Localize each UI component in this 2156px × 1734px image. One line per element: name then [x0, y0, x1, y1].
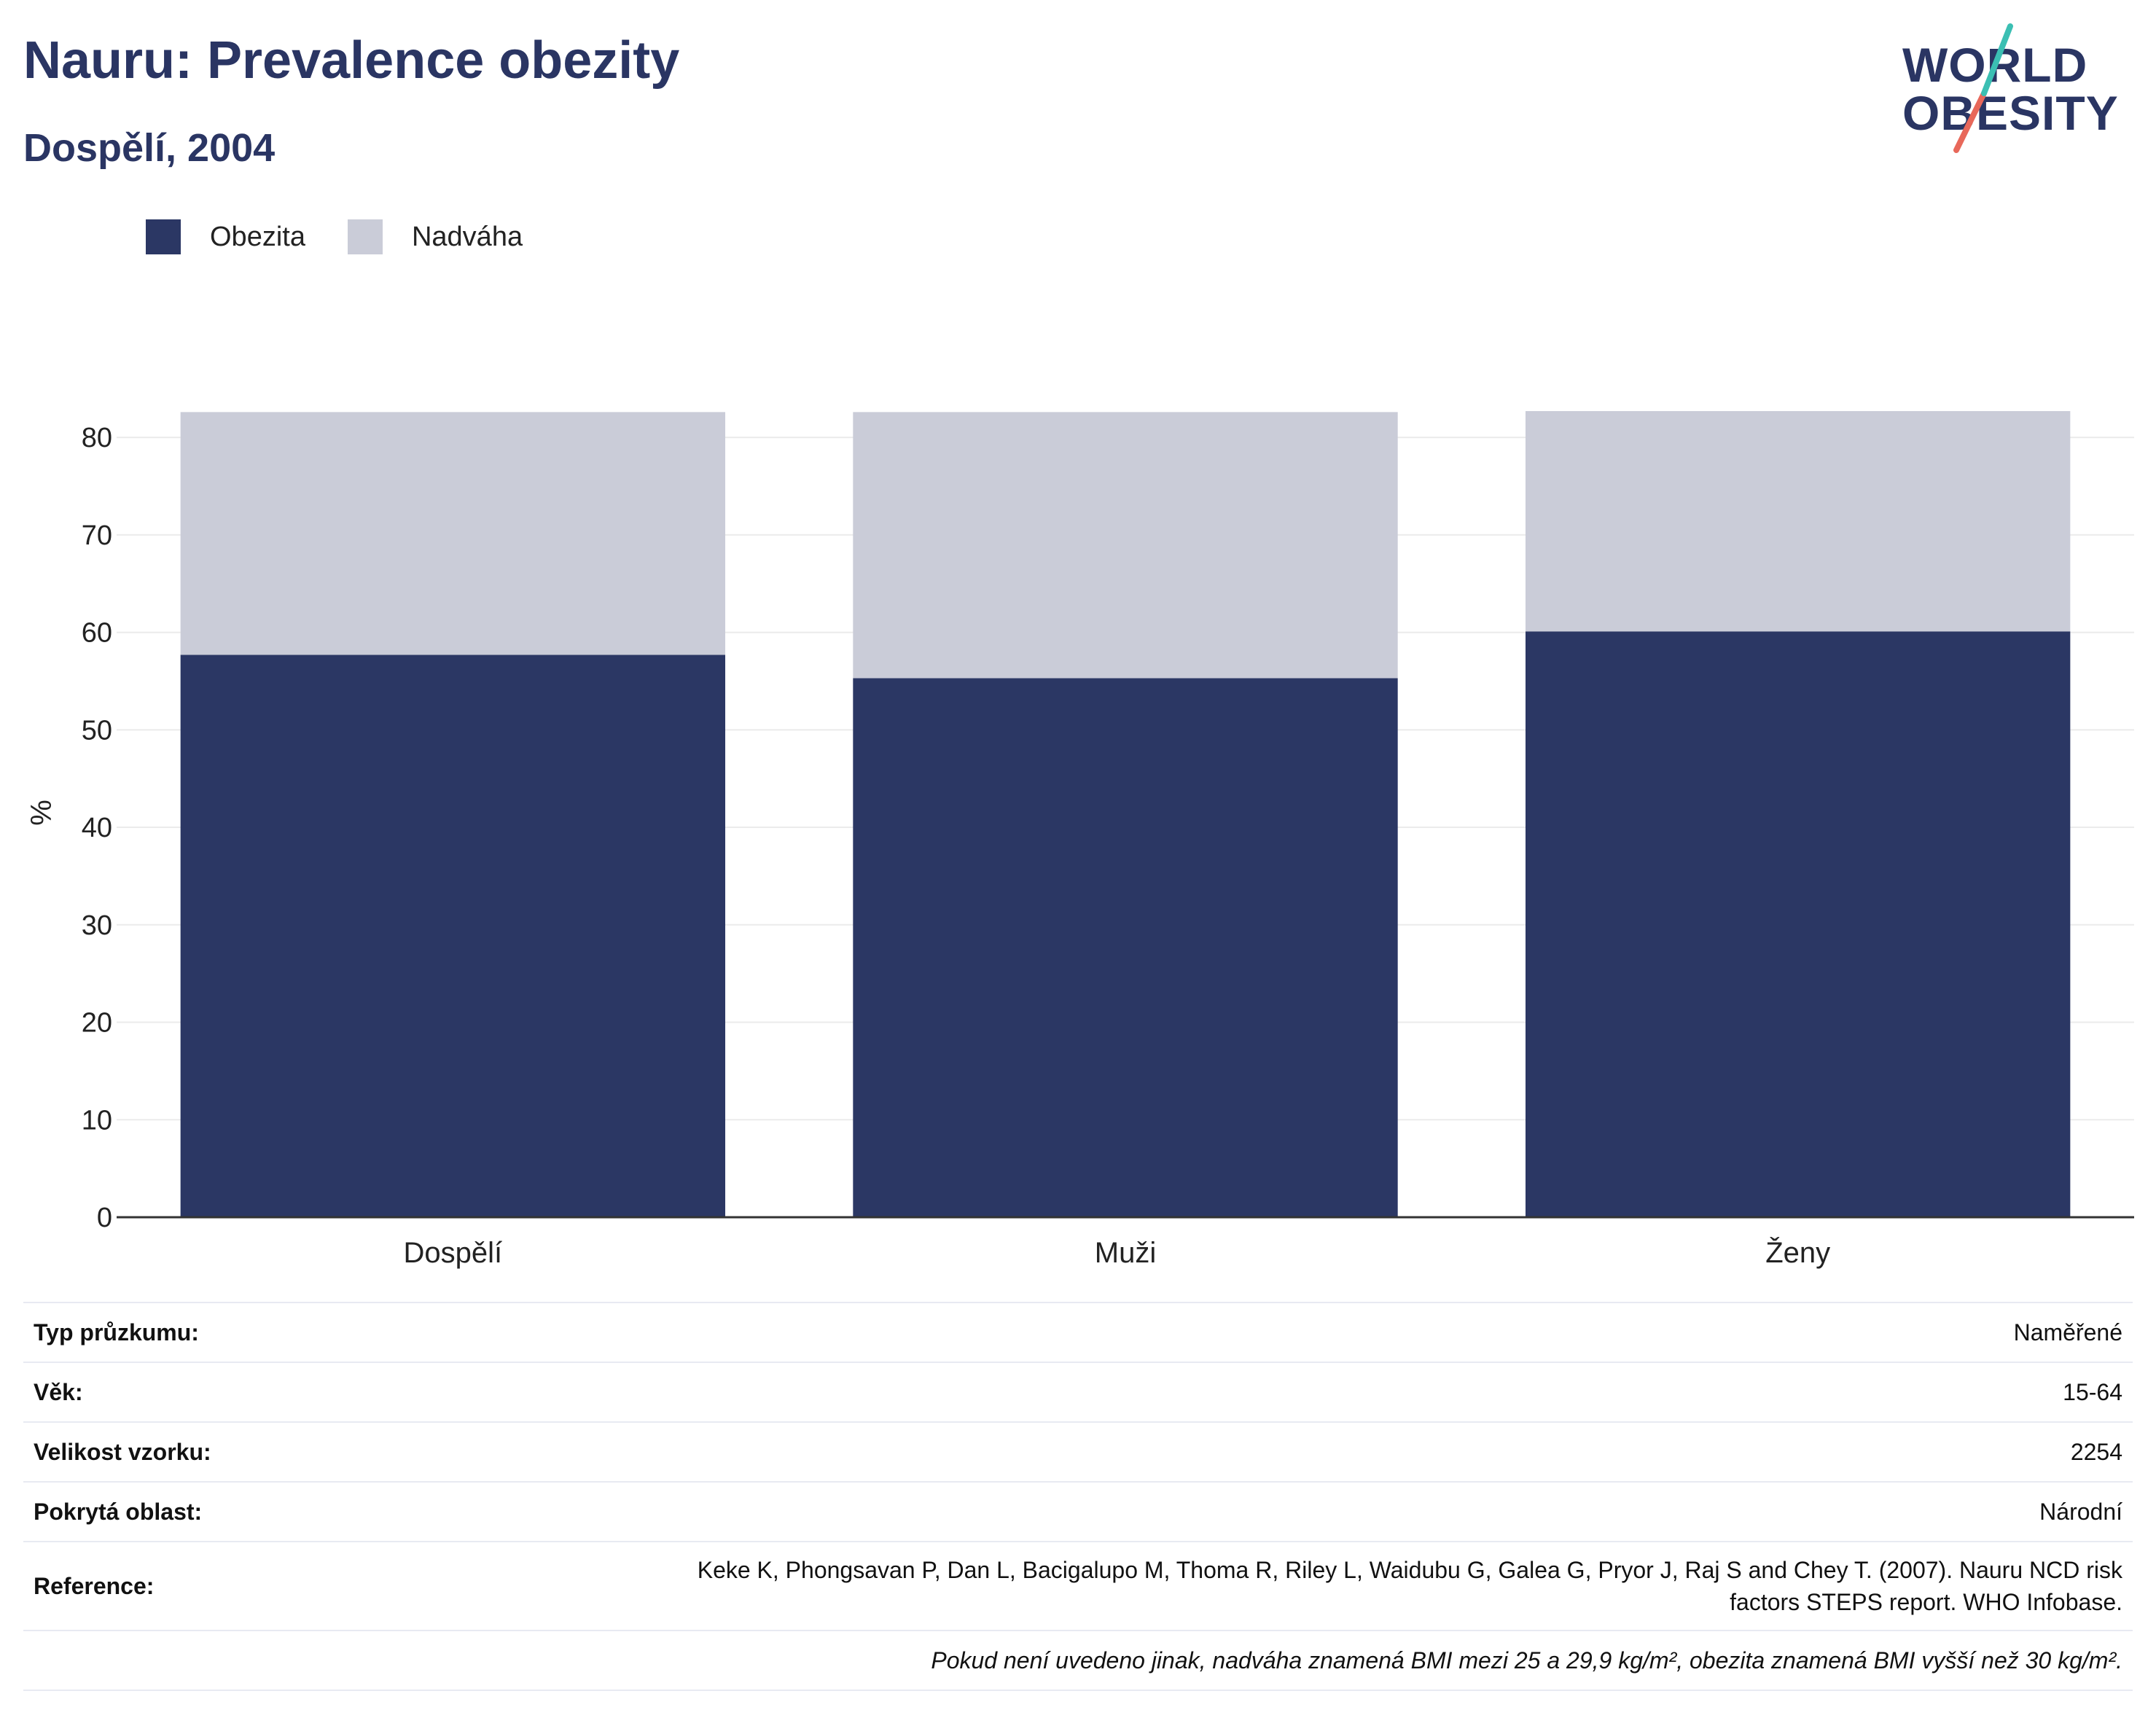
bar-obezita-3	[1525, 631, 2071, 1217]
info-key: Věk:	[23, 1362, 554, 1422]
x-tick-label: Dospělí	[404, 1237, 503, 1269]
bar-obezita-2	[853, 678, 1398, 1217]
y-tick-label: 60	[82, 618, 112, 649]
info-value: Národní	[554, 1481, 2133, 1542]
definition-note: Pokud není uvedeno jinak, nadváha znamen…	[23, 1630, 2133, 1691]
info-row-sample-size: Velikost vzorku: 2254	[23, 1421, 2133, 1482]
y-tick-label: 0	[97, 1203, 112, 1233]
y-axis-title: %	[26, 800, 58, 826]
info-key: Typ průzkumu:	[23, 1302, 554, 1362]
bar-nadváha-1	[180, 412, 726, 655]
legend-label-nadvaha: Nadváha	[411, 221, 523, 252]
info-row-age: Věk: 15-64	[23, 1362, 2133, 1422]
y-tick-label: 30	[82, 910, 112, 941]
logo-slash-icon	[1953, 23, 2013, 153]
y-tick-label: 40	[82, 813, 112, 843]
reference-line-1: Keke K, Phongsavan P, Dan L, Bacigalupo …	[697, 1557, 2122, 1583]
bar-obezita-1	[180, 655, 726, 1217]
y-tick-label: 10	[82, 1105, 112, 1136]
world-obesity-logo: WORLD OBESITY	[1902, 22, 2136, 153]
info-key: Velikost vzorku:	[23, 1421, 554, 1482]
x-tick-label: Muži	[1095, 1237, 1156, 1269]
legend-item-nadvaha[interactable]: Nadváha	[347, 219, 523, 254]
legend-swatch-obezita	[146, 219, 181, 254]
bar-chart: 0 10 20 30 40 50 60 70 80 Dospělí Muži Ženy%	[26, 411, 2134, 1269]
y-tick-label: 80	[82, 423, 112, 453]
chart-subtitle: Dospělí, 2004	[23, 126, 276, 170]
info-value: 2254	[554, 1421, 2133, 1482]
info-value-reference: Keke K, Phongsavan P, Dan L, Bacigalupo …	[554, 1541, 2133, 1630]
info-row-coverage: Pokrytá oblast: Národní	[23, 1481, 2133, 1542]
legend-swatch-nadvaha	[347, 219, 383, 254]
legend-item-obezita[interactable]: Obezita	[146, 219, 305, 254]
info-key: Pokrytá oblast:	[23, 1481, 554, 1542]
bar-nadváha-3	[1525, 411, 2071, 632]
info-value: Naměřené	[554, 1302, 2133, 1362]
chart-legend: Obezita Nadváha	[146, 217, 565, 257]
y-tick-label: 50	[82, 715, 112, 746]
survey-info-table: Typ průzkumu: Naměřené Věk: 15-64 Veliko…	[23, 1302, 2133, 1691]
y-tick-label: 70	[82, 520, 112, 551]
info-row-note: Pokud není uvedeno jinak, nadváha znamen…	[23, 1630, 2133, 1691]
x-tick-label: Ženy	[1765, 1236, 1830, 1269]
reference-line-2: factors STEPS report. WHO Infobase.	[1730, 1589, 2122, 1615]
chart-title: Nauru: Prevalence obezity	[23, 31, 680, 90]
logo-line-2: OBESITY	[1902, 86, 2119, 140]
info-row-survey-type: Typ průzkumu: Naměřené	[23, 1302, 2133, 1362]
bar-nadváha-2	[853, 412, 1398, 679]
info-value: 15-64	[554, 1362, 2133, 1422]
info-key: Reference:	[23, 1541, 554, 1630]
y-tick-label: 20	[82, 1008, 112, 1039]
legend-label-obezita: Obezita	[210, 221, 305, 252]
info-row-reference: Reference: Keke K, Phongsavan P, Dan L, …	[23, 1541, 2133, 1630]
